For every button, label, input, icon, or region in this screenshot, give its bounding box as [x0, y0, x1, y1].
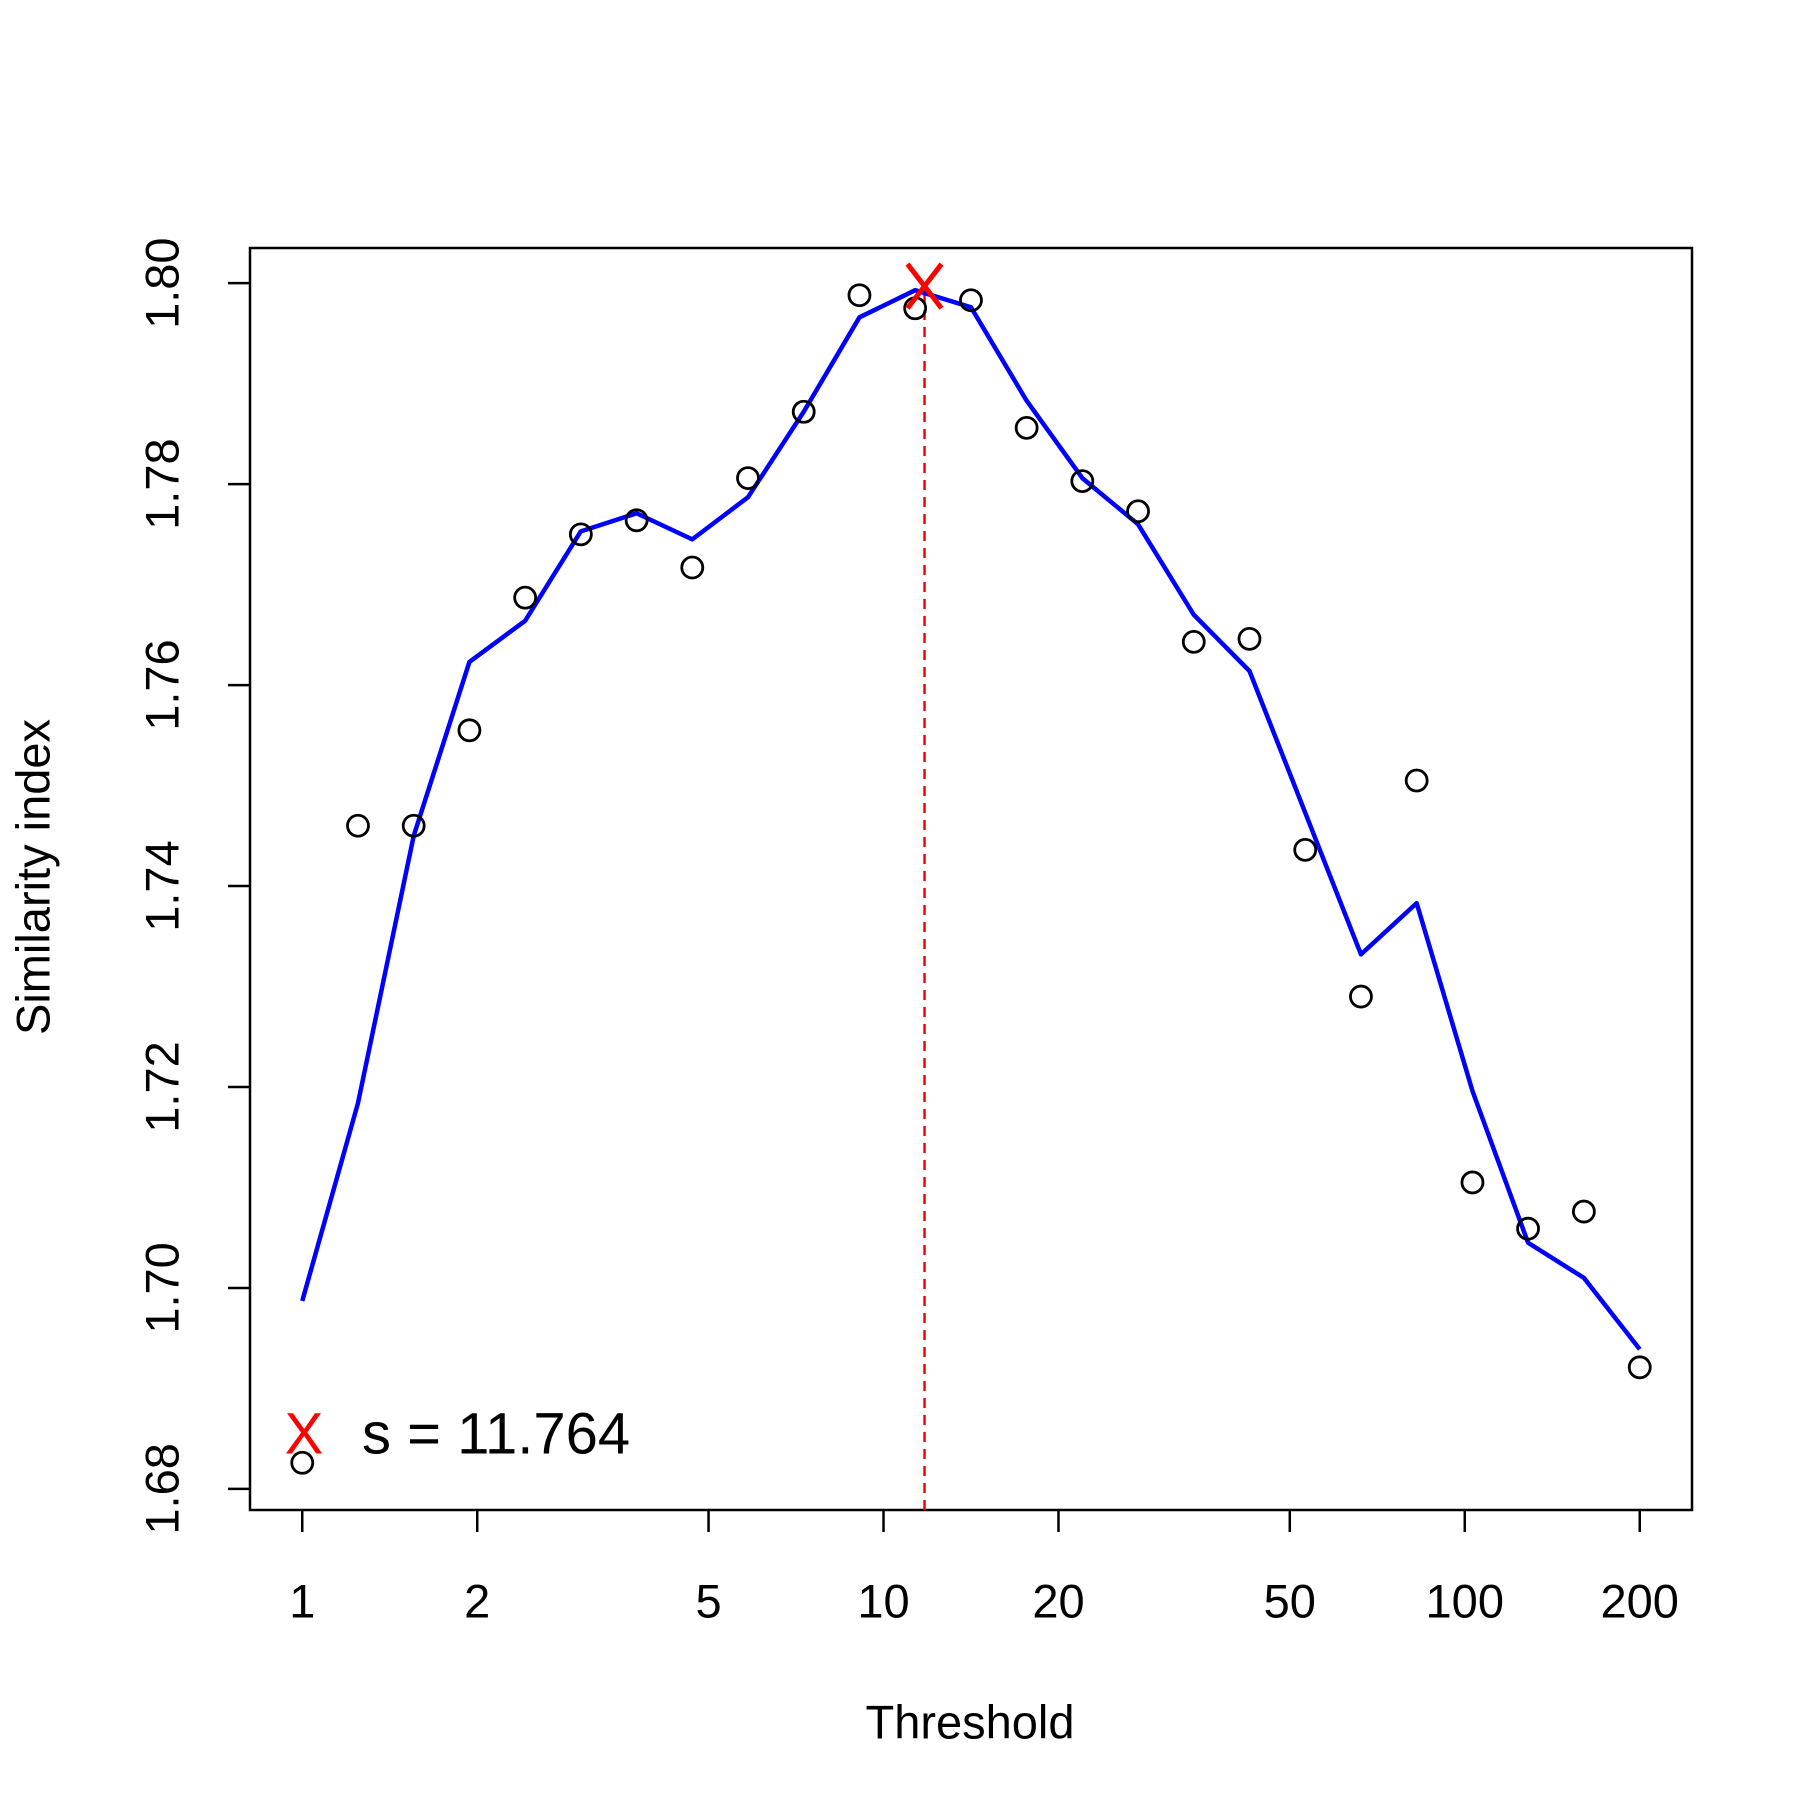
y-tick-label: 1.74: [135, 840, 188, 931]
x-tick-label: 5: [695, 1574, 721, 1627]
legend-label: s = 11.764: [362, 1401, 630, 1466]
x-tick-label: 100: [1426, 1574, 1504, 1627]
data-point: [457, 718, 482, 743]
legend-marker: X: [285, 1401, 324, 1466]
y-tick-label: 1.68: [135, 1443, 188, 1534]
smooth-line: [300, 287, 1642, 1351]
y-tick-label: 1.76: [135, 639, 188, 730]
plot-frame: [248, 246, 1694, 1512]
data-point: [1460, 1170, 1485, 1195]
x-tick-label: 20: [1032, 1574, 1084, 1627]
y-axis-label: Similarity index: [6, 719, 59, 1035]
y-tick-label: 1.72: [135, 1041, 188, 1132]
data-point: [1126, 499, 1150, 524]
x-tick-label: 2: [464, 1574, 490, 1627]
data-point: [568, 522, 593, 547]
y-tick-label: 1.78: [135, 438, 188, 529]
data-point: [791, 399, 816, 424]
data-point: [1404, 768, 1429, 793]
data-point: [959, 288, 983, 313]
x-tick-label: 10: [857, 1574, 909, 1627]
data-point: [1627, 1355, 1652, 1380]
data-point: [847, 283, 872, 308]
peak-marker-stroke: [905, 262, 944, 310]
data-point: [290, 1450, 315, 1475]
y-tick-label: 1.70: [135, 1242, 188, 1333]
data-point: [680, 555, 705, 580]
data-point: [1181, 629, 1206, 654]
data-point: [624, 508, 649, 533]
data-point: [1571, 1199, 1596, 1224]
data-point: [1293, 837, 1318, 862]
peak-marker: [905, 262, 944, 310]
x-tick-label: 200: [1601, 1574, 1679, 1627]
data-point: [401, 813, 426, 838]
data-point: [1014, 415, 1039, 440]
data-point: [1237, 626, 1262, 651]
data-point: [346, 813, 370, 838]
data-point: [1070, 469, 1095, 494]
data-point: [1516, 1216, 1540, 1241]
data-point: [736, 466, 760, 490]
data-point: [1349, 984, 1373, 1009]
y-tick-label: 1.80: [135, 237, 188, 328]
x-axis-label: Threshold: [866, 1695, 1075, 1748]
x-tick-label: 50: [1264, 1574, 1316, 1627]
x-tick-label: 1: [289, 1574, 315, 1627]
data-point: [513, 585, 538, 610]
